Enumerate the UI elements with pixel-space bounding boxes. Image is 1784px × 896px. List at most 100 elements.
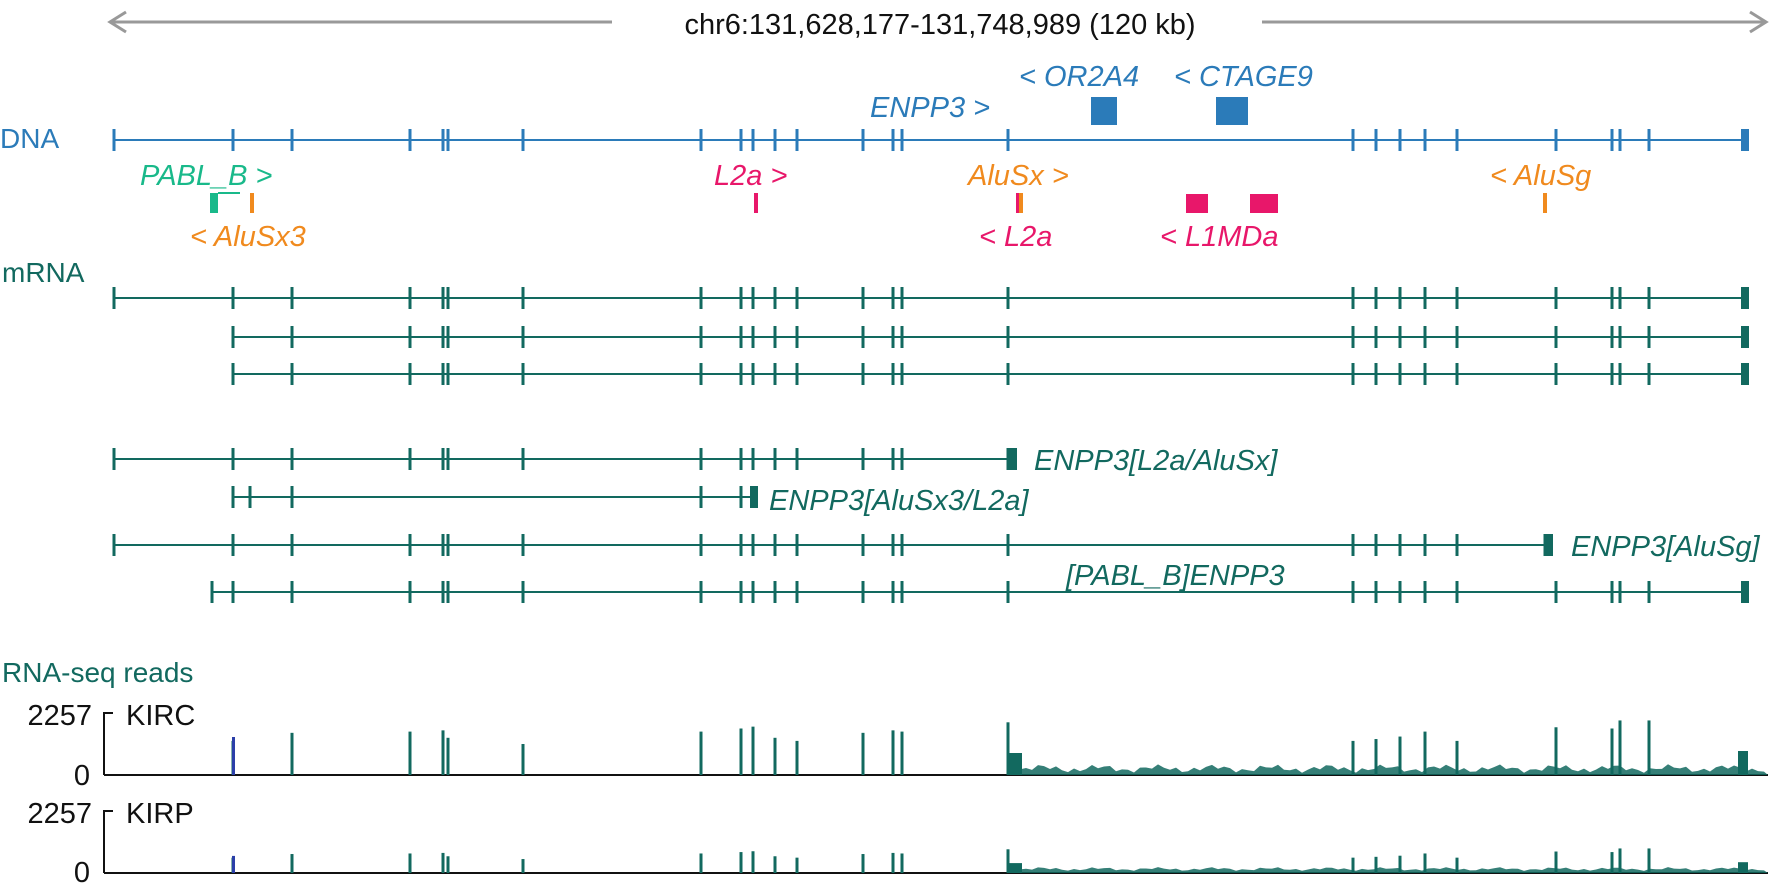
repeat-label-l2a-sense: L2a > bbox=[714, 160, 787, 192]
mrna-isoform-2-exon bbox=[1455, 326, 1459, 348]
mrna-isoform-3-exon bbox=[739, 363, 743, 385]
mrna-isoform-3-exon bbox=[1618, 363, 1622, 385]
kirc-exon-peak bbox=[1455, 740, 1459, 775]
gene-block-or2a4-sub bbox=[1091, 103, 1101, 120]
chimeric-l2a-alusx-last-exon bbox=[1009, 448, 1017, 470]
chimeric-alusg-exon bbox=[290, 534, 294, 556]
chimeric-pabl-b-exon bbox=[1610, 581, 1614, 603]
kirp-exon-peak bbox=[521, 859, 525, 873]
chimeric-alusg-exon bbox=[408, 534, 412, 556]
kirc-exon-peak bbox=[1423, 731, 1427, 775]
chimeric-l2a-alusx-exon bbox=[795, 448, 799, 470]
chimeric-label-alusx3-l2a: ENPP3[AluSx3/L2a] bbox=[769, 485, 1029, 517]
dna-gene-exon bbox=[739, 129, 743, 151]
chimeric-alusg-exon bbox=[699, 534, 703, 556]
chimeric-pabl-b-exon bbox=[1455, 581, 1459, 603]
kirc-blue-peak bbox=[232, 737, 235, 775]
dna-gene-exon bbox=[1455, 129, 1459, 151]
repeat-annotations: PABL_B > < AluSx3 L2a > AluSx > < L2a < … bbox=[140, 160, 1591, 253]
kirp-exon-peak bbox=[408, 853, 412, 873]
chimeric-pabl-b-exon bbox=[521, 581, 525, 603]
mrna-isoform-1-exon bbox=[739, 287, 743, 309]
region-header: chr6:131,628,177-131,748,989 (120 kb) bbox=[107, 9, 1769, 41]
kirp-ymin-label: 0 bbox=[74, 857, 90, 889]
dna-gene-exon bbox=[112, 129, 116, 151]
kirc-exon-peak bbox=[1351, 740, 1355, 775]
kirp-exon-peak bbox=[751, 851, 755, 873]
chimeric-alusg-exon bbox=[891, 534, 895, 556]
chimeric-alusx3-l2a-exon bbox=[248, 486, 252, 508]
kirc-y-axis bbox=[103, 712, 113, 775]
mrna-isoform-1-exon bbox=[521, 287, 525, 309]
kirc-exon-peak bbox=[1554, 727, 1558, 775]
chimeric-pabl-b-exon bbox=[1554, 581, 1558, 603]
chimeric-l2a-alusx-exon bbox=[112, 448, 116, 470]
kirc-exon-peak bbox=[1610, 728, 1614, 775]
chimeric-l2a-alusx-exon bbox=[891, 448, 895, 470]
dna-gene-exon bbox=[1423, 129, 1427, 151]
chimeric-pabl-b-exon bbox=[773, 581, 777, 603]
kirp-exon-peak bbox=[1351, 857, 1355, 873]
kirc-coverage bbox=[231, 720, 1768, 775]
chimeric-alusg-exon bbox=[1374, 534, 1378, 556]
kirc-exon-peak bbox=[1647, 720, 1651, 775]
chimeric-alusg-exon bbox=[751, 534, 755, 556]
dna-gene-exon bbox=[446, 129, 450, 151]
repeat-mark-pabl-b bbox=[210, 193, 218, 213]
mrna-isoform-3-exon bbox=[1610, 363, 1614, 385]
kirp-exon-peak bbox=[739, 852, 743, 873]
chimeric-pabl-b-exon bbox=[408, 581, 412, 603]
mrna-isoform-3-exon bbox=[900, 363, 904, 385]
chimeric-alusg-exon bbox=[521, 534, 525, 556]
chimeric-l2a-alusx-exon bbox=[699, 448, 703, 470]
kirp-coverage bbox=[231, 848, 1768, 873]
mrna-isoform-1-exon bbox=[751, 287, 755, 309]
kirp-exon-peak bbox=[1554, 851, 1558, 873]
mrna-isoform-3-exon bbox=[446, 363, 450, 385]
repeat-mark-alusx3 bbox=[250, 193, 254, 213]
chimeric-alusg-exon bbox=[1351, 534, 1355, 556]
kirp-exon-peak bbox=[1610, 852, 1614, 873]
chimeric-l2a-alusx-exon bbox=[290, 448, 294, 470]
mrna-isoform-3-exon bbox=[1398, 363, 1402, 385]
dna-gene-exon bbox=[773, 129, 777, 151]
arrow-right-icon bbox=[1262, 10, 1769, 34]
repeat-label-alusx3: < AluSx3 bbox=[190, 221, 306, 253]
gene-block-ctage9 bbox=[1216, 97, 1248, 125]
repeat-mark-l2a-sense bbox=[754, 193, 758, 213]
chimeric-l2a-alusx-exon bbox=[900, 448, 904, 470]
mrna-isoform-1-exon bbox=[1554, 287, 1558, 309]
kirp-exon-peak bbox=[1398, 855, 1402, 873]
dna-gene-exon bbox=[900, 129, 904, 151]
chimeric-alusx3-l2a-last-exon bbox=[750, 486, 758, 508]
mrna-isoform-1-exon bbox=[231, 287, 235, 309]
chimeric-pabl-b-exon bbox=[231, 581, 235, 603]
mrna-isoform-2-exon bbox=[1374, 326, 1378, 348]
chimeric-pabl-b-exon bbox=[1374, 581, 1378, 603]
mrna-isoform-1-exon bbox=[1351, 287, 1355, 309]
kirc-exon-peak bbox=[773, 737, 777, 775]
mrna-isoform-3-exon bbox=[290, 363, 294, 385]
mrna-isoform-2-exon bbox=[795, 326, 799, 348]
dna-gene-exon bbox=[521, 129, 525, 151]
chimeric-alusg-last-exon bbox=[1545, 534, 1553, 556]
chimeric-pabl-b-exon bbox=[210, 581, 214, 603]
chimeric-alusg-exon bbox=[1455, 534, 1459, 556]
chimeric-alusx3-l2a-exon bbox=[231, 486, 235, 508]
chimeric-l2a-alusx-exon bbox=[739, 448, 743, 470]
mrna-isoform-1-exon bbox=[900, 287, 904, 309]
kirp-3prime-bump bbox=[1738, 862, 1748, 873]
kirc-3prime-bump bbox=[1738, 751, 1748, 775]
mrna-isoform-3-exon bbox=[441, 363, 445, 385]
repeat-label-pabl-b: PABL_B > bbox=[140, 160, 272, 192]
mrna-isoform-1-exon bbox=[112, 287, 116, 309]
chimeric-pabl-b-exon bbox=[1398, 581, 1402, 603]
dna-gene-exon bbox=[891, 129, 895, 151]
kirp-blue-peak bbox=[232, 855, 235, 873]
chimeric-pabl-b-exon bbox=[441, 581, 445, 603]
kirc-exon-peak bbox=[699, 731, 703, 775]
kirp-y-axis bbox=[103, 810, 113, 873]
dna-gene-exon bbox=[1006, 129, 1010, 151]
mrna-isoform-1-exon bbox=[446, 287, 450, 309]
